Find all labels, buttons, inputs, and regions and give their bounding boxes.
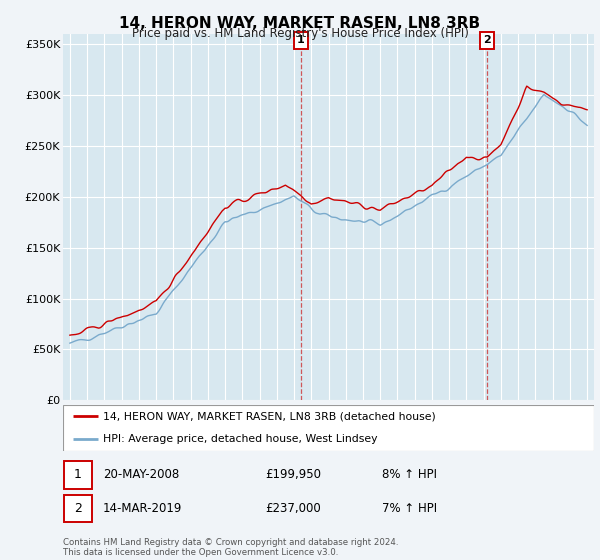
Text: 14-MAR-2019: 14-MAR-2019	[103, 502, 182, 515]
Text: 7% ↑ HPI: 7% ↑ HPI	[382, 502, 437, 515]
Text: 2: 2	[74, 502, 82, 515]
Text: 2: 2	[483, 35, 491, 45]
Bar	[64, 461, 92, 489]
Text: Contains HM Land Registry data © Crown copyright and database right 2024.
This d: Contains HM Land Registry data © Crown c…	[63, 538, 398, 557]
Bar	[64, 494, 92, 522]
Text: Price paid vs. HM Land Registry's House Price Index (HPI): Price paid vs. HM Land Registry's House …	[131, 27, 469, 40]
Text: £199,950: £199,950	[265, 468, 321, 482]
Text: 20-MAY-2008: 20-MAY-2008	[103, 468, 179, 482]
Text: 1: 1	[74, 468, 82, 482]
Text: 8% ↑ HPI: 8% ↑ HPI	[382, 468, 437, 482]
Text: £237,000: £237,000	[265, 502, 320, 515]
Text: 14, HERON WAY, MARKET RASEN, LN8 3RB (detached house): 14, HERON WAY, MARKET RASEN, LN8 3RB (de…	[103, 412, 436, 421]
Text: 1: 1	[296, 35, 304, 45]
Text: 14, HERON WAY, MARKET RASEN, LN8 3RB: 14, HERON WAY, MARKET RASEN, LN8 3RB	[119, 16, 481, 31]
Text: HPI: Average price, detached house, West Lindsey: HPI: Average price, detached house, West…	[103, 435, 377, 444]
